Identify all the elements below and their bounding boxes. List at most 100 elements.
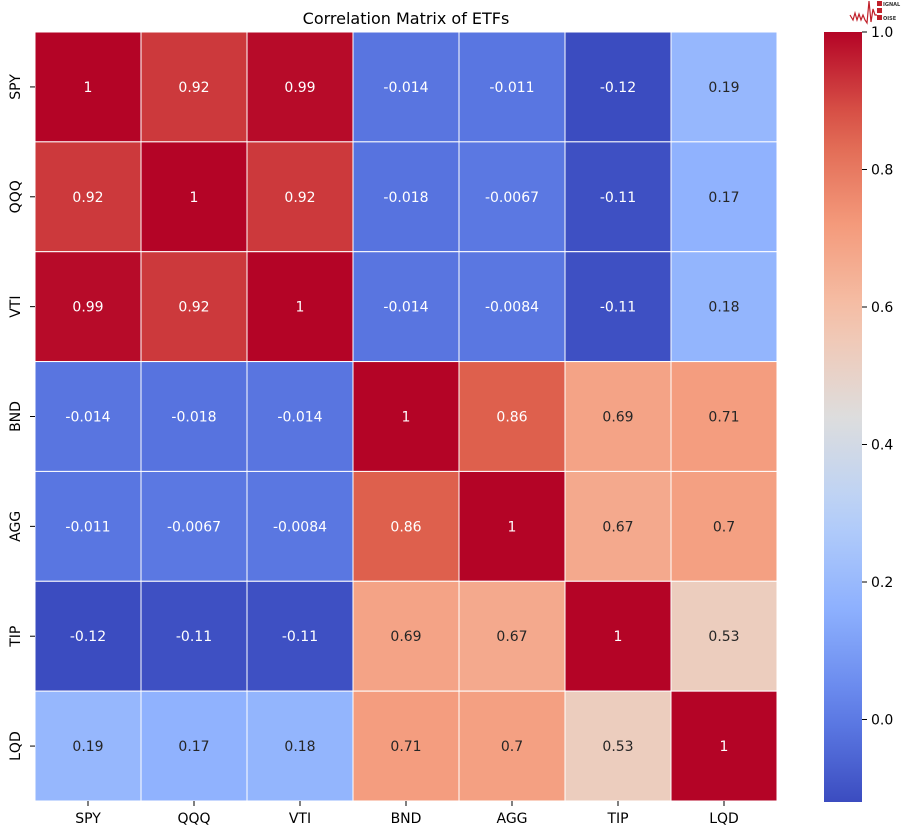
cell-value-label: -0.011 xyxy=(65,519,110,535)
y-tick-label: LQD xyxy=(8,731,24,761)
y-tick-label: SPY xyxy=(8,74,24,100)
cell-value-label: 0.18 xyxy=(708,300,739,316)
heatmap-cell xyxy=(670,361,778,472)
cell-value-label: 0.7 xyxy=(501,739,523,755)
y-axis: SPY QQQ VTI BND AGG TIP LQD xyxy=(8,74,35,761)
heatmap-cell xyxy=(670,580,778,692)
heatmap-cell xyxy=(670,470,778,582)
y-tick-label: AGG xyxy=(8,511,24,542)
x-axis: SPY QQQ VTI BND AGG TIP LQD xyxy=(75,801,739,827)
svg-text:IGNAL: IGNAL xyxy=(883,2,901,8)
heatmap-cell xyxy=(34,470,142,582)
heatmap-cell xyxy=(246,31,354,143)
heatmap-cell xyxy=(458,580,566,692)
heatmap-cell xyxy=(140,580,248,692)
heatmap-cell xyxy=(458,141,566,253)
heatmap-cell xyxy=(564,31,672,143)
colorbar-tick-label: 0.4 xyxy=(871,438,893,454)
colorbar-tick-label: 0.6 xyxy=(871,300,893,316)
cell-value-label: 0.92 xyxy=(284,190,315,206)
heatmap-cells: 1 0.92 0.99 -0.014 -0.011 -0.12 0.19 0.92 1 0.92 -… xyxy=(34,31,778,802)
cell-value-label: 0.19 xyxy=(708,80,739,96)
cell-value-label: 0.19 xyxy=(72,739,103,755)
colorbar-tick-label: 0.0 xyxy=(871,713,893,729)
cell-value-label: 0.92 xyxy=(178,80,209,96)
colorbar xyxy=(824,32,862,802)
heatmap-cell xyxy=(34,690,142,802)
cell-value-label: 1 xyxy=(614,629,623,645)
colorbar-ticks: 0.0 0.2 0.4 0.6 0.8 1.0 xyxy=(862,25,893,729)
cell-value-label: 1 xyxy=(296,300,305,316)
heatmap-cell xyxy=(564,141,672,253)
heatmap-cell xyxy=(458,31,566,143)
cell-value-label: -0.12 xyxy=(600,80,636,96)
cell-value-label: -0.0067 xyxy=(167,519,221,535)
cell-value-label: 0.17 xyxy=(708,190,739,206)
heatmap-cell xyxy=(564,251,672,363)
chart-title: Correlation Matrix of ETFs xyxy=(303,9,510,28)
colorbar-tick-label: 0.8 xyxy=(871,163,893,179)
cell-value-label: 1 xyxy=(402,410,411,426)
y-tick-label: VTI xyxy=(8,296,24,318)
cell-value-label: 0.99 xyxy=(284,80,315,96)
heatmap-cell xyxy=(458,251,566,363)
svg-text:OISE: OISE xyxy=(883,16,897,22)
cell-value-label: 0.67 xyxy=(602,519,633,535)
cell-value-label: 0.17 xyxy=(178,739,209,755)
cell-value-label: 1 xyxy=(190,190,199,206)
cell-value-label: 0.92 xyxy=(72,190,103,206)
cell-value-label: 0.92 xyxy=(178,300,209,316)
y-tick-label: BND xyxy=(8,401,24,432)
cell-value-label: 0.69 xyxy=(602,410,633,426)
cell-value-label: 0.67 xyxy=(496,629,527,645)
heatmap-cell xyxy=(34,361,142,472)
heatmap-cell xyxy=(140,251,248,363)
cell-value-label: 1 xyxy=(720,739,729,755)
cell-value-label: -0.0067 xyxy=(485,190,539,206)
heatmap-cell xyxy=(140,361,248,472)
cell-value-label: 0.86 xyxy=(496,410,527,426)
cell-value-label: -0.11 xyxy=(176,629,212,645)
colorbar-tick-label: 0.2 xyxy=(871,575,893,591)
cell-value-label: 0.7 xyxy=(713,519,735,535)
cell-value-label: -0.014 xyxy=(383,80,428,96)
cell-value-label: 0.69 xyxy=(390,629,421,645)
cell-value-label: 0.86 xyxy=(390,519,421,535)
heatmap-cell xyxy=(352,361,460,472)
cell-value-label: 1 xyxy=(508,519,517,535)
heatmap-cell xyxy=(352,690,460,802)
cell-value-label: -0.014 xyxy=(383,300,428,316)
cell-value-label: -0.11 xyxy=(600,300,636,316)
x-tick-label: VTI xyxy=(289,811,311,827)
heatmap-cell xyxy=(34,31,142,143)
cell-value-label: -0.014 xyxy=(65,410,110,426)
x-tick-label: TIP xyxy=(606,811,628,827)
heatmap-cell xyxy=(352,580,460,692)
cell-value-label: -0.11 xyxy=(282,629,318,645)
heatmap-cell xyxy=(140,31,248,143)
cell-value-label: 0.53 xyxy=(708,629,739,645)
heatmap-cell xyxy=(34,141,142,253)
cell-value-label: 0.18 xyxy=(284,739,315,755)
heatmap-cell xyxy=(246,580,354,692)
heatmap-cell xyxy=(246,141,354,253)
colorbar-tick-label: 1.0 xyxy=(871,25,893,41)
cell-value-label: -0.12 xyxy=(70,629,106,645)
x-tick-label: AGG xyxy=(496,811,527,827)
heatmap-cell xyxy=(34,251,142,363)
heatmap-cell xyxy=(352,251,460,363)
signal-2-noise-logo: IGNAL OISE xyxy=(849,0,901,25)
y-tick-label: TIP xyxy=(8,626,24,648)
cell-value-label: -0.018 xyxy=(383,190,428,206)
x-tick-label: QQQ xyxy=(177,811,210,827)
cell-value-label: 0.53 xyxy=(602,739,633,755)
y-tick-label: QQQ xyxy=(8,180,24,213)
cell-value-label: -0.0084 xyxy=(273,519,327,535)
cell-value-label: 0.71 xyxy=(390,739,421,755)
heatmap-cell xyxy=(564,690,672,802)
cell-value-label: -0.11 xyxy=(600,190,636,206)
heatmap-cell xyxy=(34,580,142,692)
cell-value-label: -0.018 xyxy=(171,410,216,426)
x-tick-label: LQD xyxy=(709,811,739,827)
